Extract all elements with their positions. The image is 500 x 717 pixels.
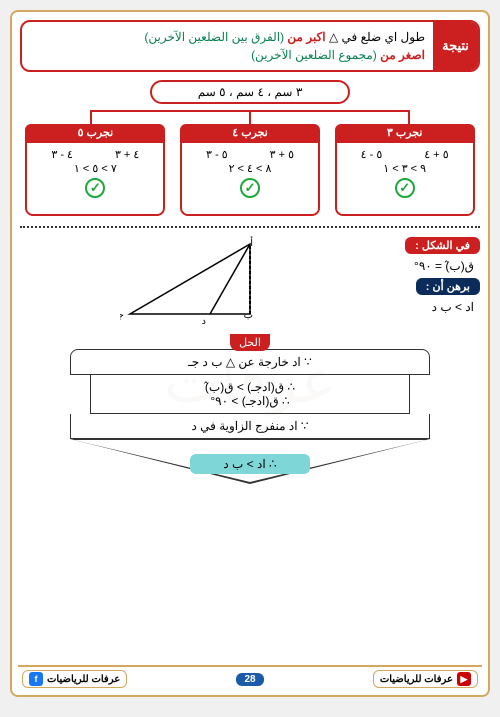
check-icon: ✓ [240, 178, 260, 198]
r-line1-post: (الفرق بين الضلعين الآخرين) [144, 30, 284, 44]
check-icon: ✓ [85, 178, 105, 198]
exp-body: ٥ - ٤٥ + ٤ ٩ > ٣ > ١ ✓ [335, 141, 475, 216]
svg-text:ب: ب [244, 310, 253, 321]
r-line2-post: (مجموع الضلعين الآخرين) [251, 48, 377, 62]
exp-title: نجرب ٤ [180, 124, 320, 141]
proof-step: ∴ ق(ادجـ) > ق(ب̂) ∴ ق(ادجـ) > ٩٠° [90, 375, 410, 414]
experiments-row: نجرب ٣ ٥ - ٤٥ + ٤ ٩ > ٣ > ١ ✓ نجرب ٤ ٥ -… [12, 124, 488, 216]
proof-section: عرفات في الشكل : ق(ب̂) = ٩٠° برهن أن : ا… [20, 226, 480, 536]
svg-text:أ: أ [250, 236, 253, 249]
r-line2-red: اصغر من [380, 48, 425, 62]
footer-brand-right: عرفات للرياضيات f [22, 670, 127, 688]
exp-title: نجرب ٣ [335, 124, 475, 141]
exp-title: نجرب ٥ [25, 124, 165, 141]
svg-text:د: د [202, 316, 206, 324]
experiment-box: نجرب ٤ ٥ - ٣٥ + ٣ ٨ > ٤ > ٢ ✓ [180, 124, 320, 216]
result-text: طول اي ضلع في △ اكبر من (الفرق بين الضلع… [22, 22, 433, 70]
experiment-box: نجرب ٣ ٥ - ٤٥ + ٤ ٩ > ٣ > ١ ✓ [335, 124, 475, 216]
exp-body: ٤ - ٣٤ + ٣ ٧ > ٥ > ١ ✓ [25, 141, 165, 216]
page-number: 28 [236, 673, 263, 686]
prove-label: برهن أن : [416, 278, 480, 295]
check-icon: ✓ [395, 178, 415, 198]
triangle-figure: أ ب جـ د [20, 234, 300, 334]
prove-text: اد > ب د [306, 300, 474, 314]
footer-brand-left: ▶ عرفات للرياضيات [373, 670, 478, 688]
proof-step: ∵ اد منفرج الزاوية في د [70, 414, 430, 439]
proof-steps: ∵ اد خارجة عن △ ب د جـ ∴ ق(ادجـ) > ق(ب̂)… [20, 349, 480, 474]
exp-body: ٥ - ٣٥ + ٣ ٨ > ٤ > ٢ ✓ [180, 141, 320, 216]
facebook-icon: f [29, 672, 43, 686]
r-line1-red: اكبر من [287, 30, 325, 44]
result-box: نتيجة طول اي ضلع في △ اكبر من (الفرق بين… [20, 20, 480, 72]
shape-label: في الشكل : [405, 237, 480, 254]
r-line1-pre: طول اي ضلع في △ [329, 30, 425, 44]
final-result: ∴ اد > ب د [190, 454, 310, 474]
solution-label: الحل [230, 334, 270, 351]
result-tab: نتيجة [433, 22, 478, 70]
page-footer: ▶ عرفات للرياضيات 28 عرفات للرياضيات f [18, 665, 482, 691]
experiment-box: نجرب ٥ ٤ - ٣٤ + ٣ ٧ > ٥ > ١ ✓ [25, 124, 165, 216]
proof-step: ∵ اد خارجة عن △ ب د جـ [70, 349, 430, 375]
tree-connectors [12, 110, 488, 124]
measurements-pill: ٣ سم ، ٤ سم ، ٥ سم [150, 80, 350, 104]
svg-text:جـ: جـ [120, 310, 124, 321]
youtube-icon: ▶ [457, 672, 471, 686]
given-text: ق(ب̂) = ٩٠° [306, 259, 474, 273]
